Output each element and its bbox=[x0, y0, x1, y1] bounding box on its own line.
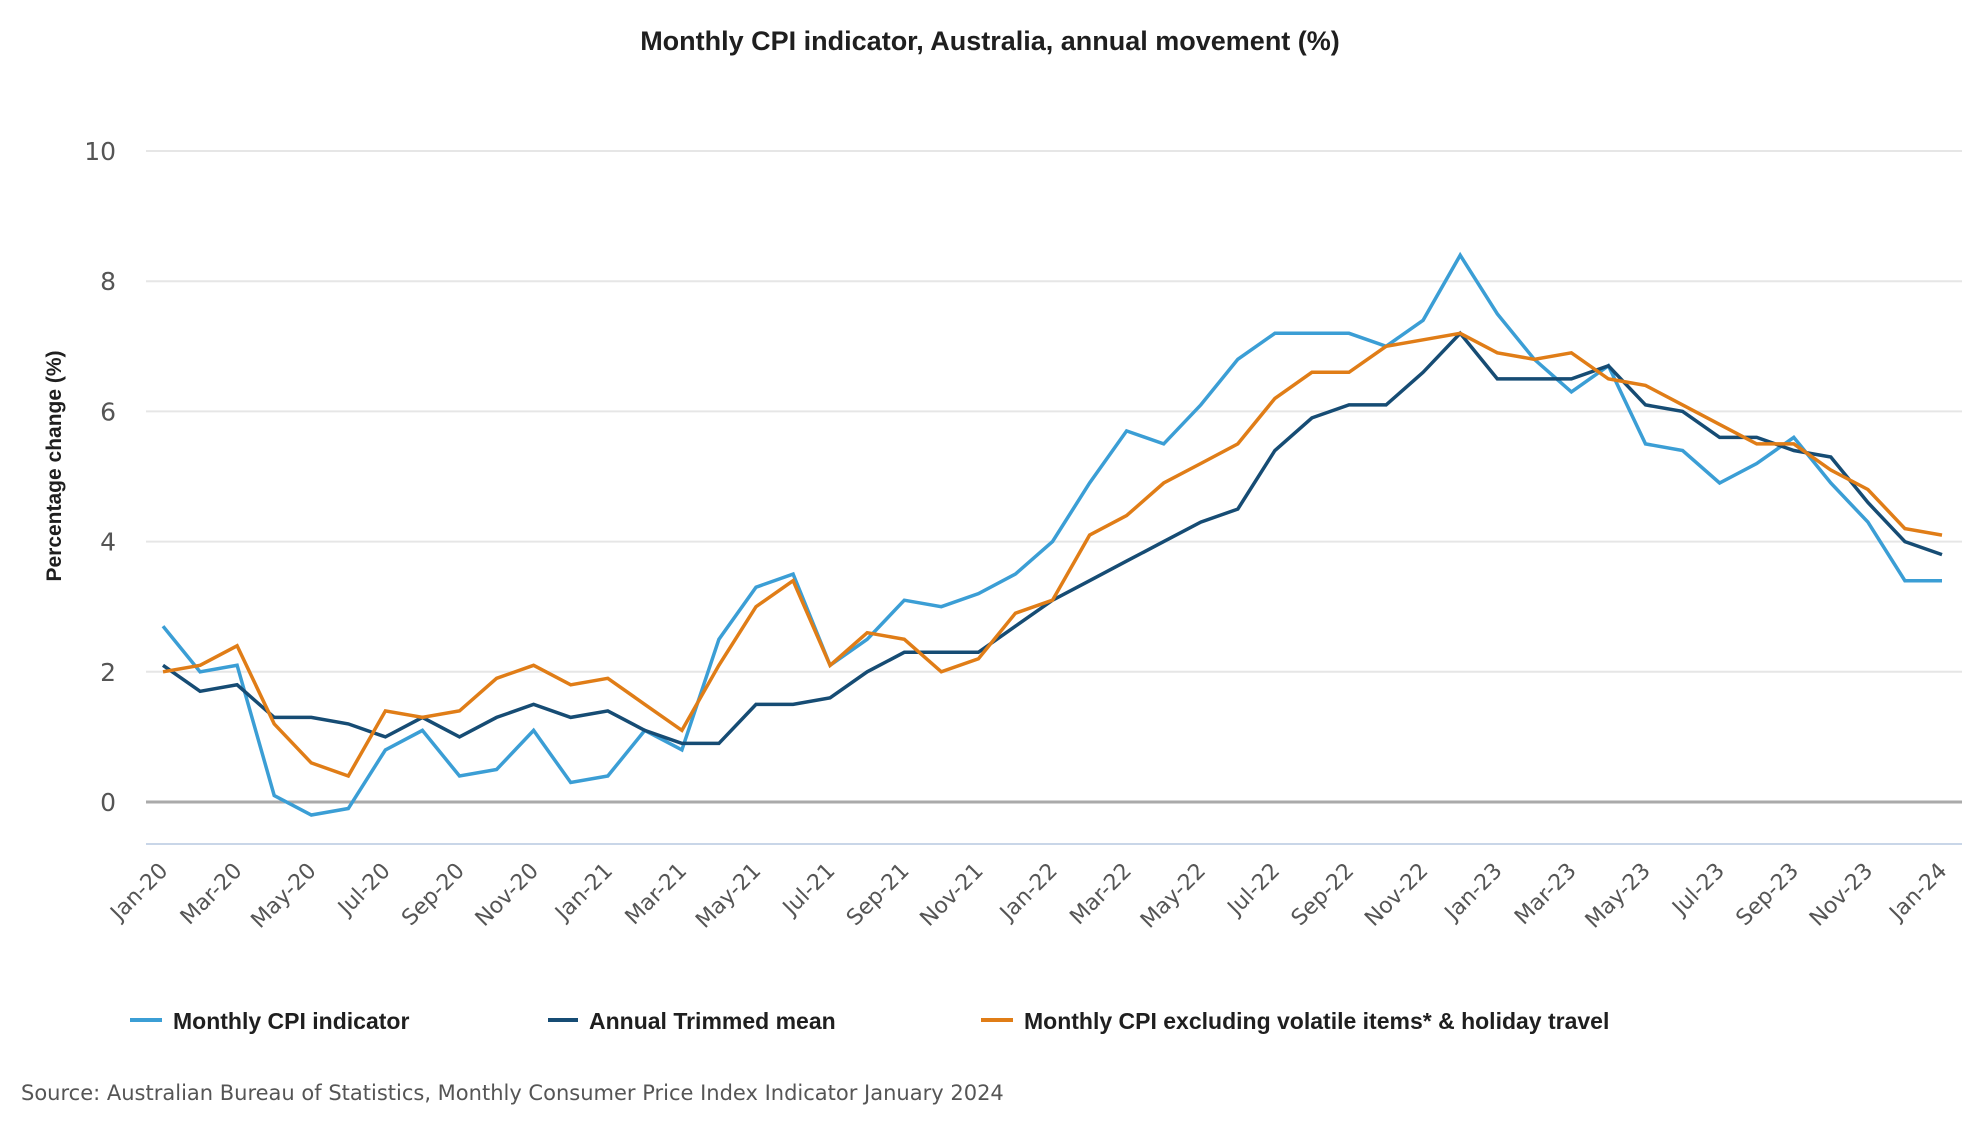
legend: Monthly CPI indicator Annual Trimmed mea… bbox=[130, 1008, 1609, 1034]
legend-item-cpi-excl-volatile[interactable]: Monthly CPI excluding volatile items* & … bbox=[981, 1008, 1609, 1034]
x-axis-ticks: Jan-20 Mar-20 May-20 Jul-20 Sep-20 Nov-20 Jan-… bbox=[105, 859, 1952, 934]
x-tick-label: Nov-21 bbox=[916, 859, 989, 932]
y-tick-label: 4 bbox=[100, 528, 116, 557]
legend-label-cpi: Monthly CPI indicator bbox=[173, 1008, 409, 1034]
x-tick-label: Sep-21 bbox=[842, 859, 914, 931]
chart-title: Monthly CPI indicator, Australia, annual… bbox=[640, 26, 1340, 56]
legend-item-trimmed-mean[interactable]: Annual Trimmed mean bbox=[548, 1008, 836, 1034]
source-note: Source: Australian Bureau of Statistics,… bbox=[21, 1081, 1004, 1105]
y-tick-label: 10 bbox=[84, 137, 116, 166]
x-tick-label: Jul-21 bbox=[777, 859, 840, 922]
x-tick-label: Jul-23 bbox=[1667, 859, 1730, 922]
y-axis-label: Percentage change (%) bbox=[43, 350, 66, 581]
x-tick-label: Jul-20 bbox=[332, 859, 395, 922]
y-tick-label: 2 bbox=[100, 658, 116, 687]
x-tick-label: May-21 bbox=[691, 859, 766, 934]
x-tick-label: Jan-24 bbox=[1884, 859, 1952, 927]
x-tick-label: May-22 bbox=[1136, 859, 1211, 934]
x-tick-label: Mar-22 bbox=[1065, 859, 1136, 930]
x-tick-label: Mar-21 bbox=[621, 859, 692, 930]
x-tick-label: Jul-22 bbox=[1222, 859, 1285, 922]
x-tick-label: Jan-21 bbox=[550, 859, 618, 927]
y-axis-ticks: 0 2 4 6 8 10 bbox=[84, 137, 116, 817]
x-tick-label: Nov-23 bbox=[1805, 859, 1878, 932]
legend-label-cpi-excl-volatile: Monthly CPI excluding volatile items* & … bbox=[1024, 1008, 1609, 1034]
x-tick-label: Mar-20 bbox=[176, 859, 247, 930]
x-tick-label: Jan-23 bbox=[1439, 859, 1507, 927]
y-tick-label: 0 bbox=[100, 788, 116, 817]
gridlines bbox=[146, 150, 1962, 804]
series-line-cpi-excl-volatile bbox=[162, 331, 1943, 779]
series-line-cpi bbox=[161, 251, 1942, 817]
y-tick-label: 6 bbox=[100, 397, 116, 426]
series-lines bbox=[161, 251, 1943, 817]
y-tick-label: 8 bbox=[100, 267, 116, 296]
x-tick-label: Sep-22 bbox=[1287, 859, 1359, 931]
x-tick-label: Jan-22 bbox=[994, 859, 1062, 927]
x-tick-label: Sep-20 bbox=[397, 859, 469, 931]
legend-item-cpi[interactable]: Monthly CPI indicator bbox=[130, 1008, 409, 1034]
x-tick-label: Nov-22 bbox=[1360, 859, 1433, 932]
x-tick-label: Nov-20 bbox=[471, 859, 544, 932]
x-tick-label: Sep-23 bbox=[1732, 859, 1804, 931]
x-tick-label: Jan-20 bbox=[105, 859, 173, 927]
x-tick-label: May-23 bbox=[1581, 859, 1656, 934]
legend-label-trimmed-mean: Annual Trimmed mean bbox=[589, 1008, 836, 1034]
x-tick-label: May-20 bbox=[247, 859, 322, 934]
x-tick-label: Mar-23 bbox=[1510, 859, 1581, 930]
